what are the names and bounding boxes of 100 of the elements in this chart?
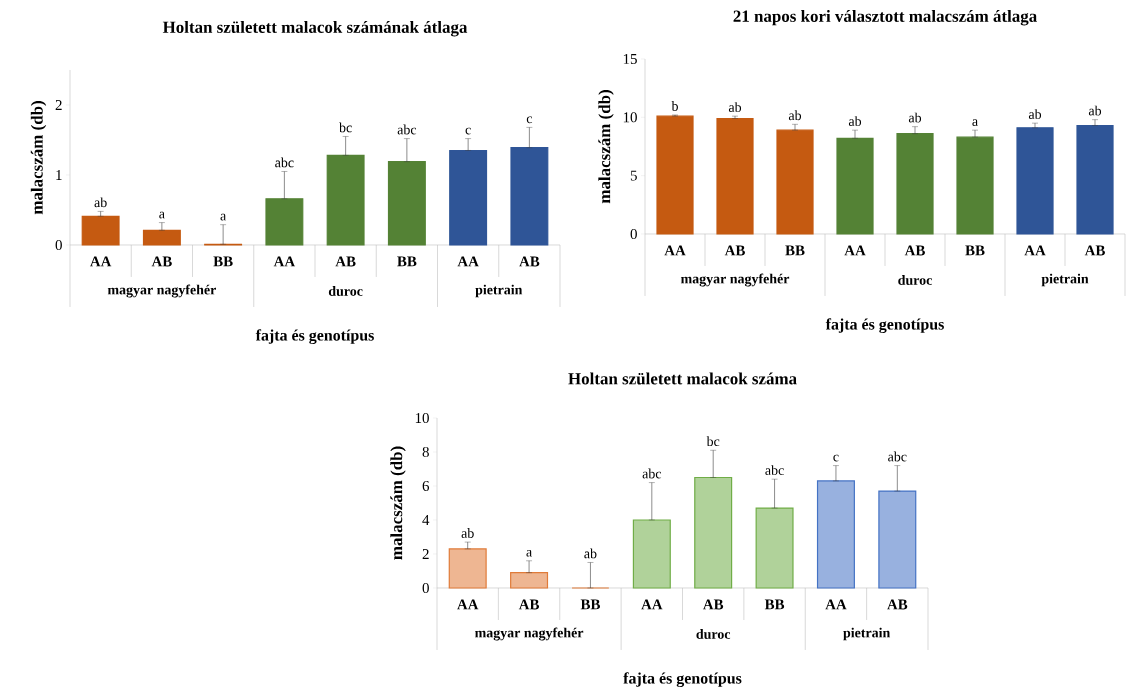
x-tick-label: AB — [724, 245, 745, 256]
data-label: ab — [728, 102, 742, 112]
data-label: ab — [848, 116, 862, 126]
data-label: abc — [765, 465, 784, 475]
x-tick-label: AB — [335, 256, 356, 267]
x-axis-title: fajta és genotípus — [255, 329, 374, 344]
data-label: a — [972, 119, 978, 126]
x-tick-label: AB — [151, 256, 172, 267]
bar — [449, 149, 488, 246]
bar — [776, 129, 814, 235]
bar — [656, 115, 694, 235]
y-tick-label: 2 — [422, 549, 429, 559]
x-tick-label: AA — [457, 256, 479, 267]
bar — [387, 161, 426, 246]
x-tick-label: BB — [965, 245, 985, 256]
x-tick-label: AA — [89, 256, 112, 267]
data-label: ab — [788, 110, 802, 121]
x-tick-label: AB — [518, 599, 540, 610]
bar — [836, 137, 874, 235]
y-tick-label: 2 — [55, 100, 62, 110]
bar — [694, 476, 733, 589]
data-label: abc — [642, 468, 662, 479]
data-label: ab — [94, 197, 107, 208]
x-tick-label: AB — [519, 256, 540, 267]
y-tick-label: 0 — [630, 228, 637, 240]
data-label: ab — [584, 548, 597, 559]
y-tick-label: 1 — [56, 170, 62, 180]
chart-title: Holtan született malacok számának átlaga — [162, 20, 468, 37]
bar — [142, 229, 181, 246]
data-label: a — [159, 211, 165, 219]
data-label: bc — [706, 436, 720, 447]
x-axis-title: fajta és genotípus — [825, 318, 944, 333]
data-label: ab — [461, 528, 474, 538]
x-tick-label: BB — [785, 245, 805, 256]
text: pietrain — [1041, 273, 1089, 287]
text: pietrain — [475, 284, 523, 298]
x-tick-label: AA — [457, 599, 479, 610]
y-axis-title: malacszám (db) — [390, 446, 406, 560]
bar — [510, 572, 549, 589]
x-tick-label: AA — [1024, 245, 1046, 256]
data-label: a — [220, 213, 227, 221]
bar — [265, 198, 304, 246]
x-tick-label: AA — [844, 245, 866, 256]
bar — [896, 133, 934, 235]
data-label: a — [526, 549, 532, 557]
bar — [755, 507, 794, 589]
y-tick-label: 5 — [630, 170, 637, 181]
bar — [878, 490, 917, 589]
y-tick-label: 0 — [55, 239, 62, 251]
bar — [448, 548, 487, 589]
x-tick-label: BB — [213, 256, 233, 267]
x-tick-label: BB — [397, 256, 417, 267]
y-tick-label: 15 — [623, 53, 637, 64]
chart-title: Holtan született malacok száma — [568, 372, 797, 385]
text: pietrain — [843, 627, 891, 641]
y-axis-title: malacszám (db) — [598, 90, 614, 204]
text: magyar nagyfehér — [107, 284, 217, 298]
bar — [816, 480, 855, 589]
bar — [81, 215, 120, 246]
x-tick-label: AA — [273, 256, 296, 267]
bar — [956, 136, 994, 235]
x-axis-title: fajta és genotípus — [623, 672, 742, 687]
data-label: abc — [888, 451, 907, 462]
x-tick-label: AA — [641, 599, 663, 610]
chart-title: 21 napos kori választott malacszám átlaga — [733, 9, 1037, 26]
x-tick-label: AA — [664, 245, 686, 256]
bar — [1076, 124, 1114, 235]
text: magyar nagyfehér — [475, 627, 584, 641]
text: duroc — [328, 286, 363, 296]
text: duroc — [696, 629, 731, 639]
x-tick-label: AB — [904, 245, 925, 256]
data-label: ab — [1088, 105, 1102, 116]
data-label: c — [526, 116, 533, 124]
bar — [510, 147, 549, 246]
data-label: bc — [339, 122, 352, 133]
x-tick-label: AB — [702, 599, 724, 610]
bar — [326, 154, 365, 246]
data-label: b — [671, 100, 678, 111]
data-label: abc — [275, 157, 294, 168]
bar — [632, 519, 671, 589]
data-label: c — [833, 454, 839, 462]
data-label: c — [465, 127, 471, 135]
x-tick-label: AB — [1084, 245, 1105, 256]
y-tick-label: 8 — [422, 446, 429, 458]
x-tick-label: AB — [887, 599, 908, 610]
bar — [716, 117, 754, 235]
x-tick-label: BB — [580, 599, 600, 610]
x-tick-label: BB — [764, 599, 785, 610]
x-tick-label: AA — [825, 599, 847, 610]
text: duroc — [898, 275, 932, 285]
bar — [1016, 127, 1054, 235]
data-label: ab — [1028, 109, 1042, 119]
data-label: ab — [908, 112, 922, 123]
text: magyar nagyfehér — [680, 273, 790, 287]
y-tick-label: 6 — [422, 480, 430, 491]
y-tick-label: 0 — [422, 582, 429, 594]
y-axis-title: malacszám (db) — [30, 101, 47, 215]
y-tick-label: 10 — [415, 412, 429, 424]
y-tick-label: 10 — [623, 112, 637, 123]
data-label: abc — [397, 124, 417, 135]
